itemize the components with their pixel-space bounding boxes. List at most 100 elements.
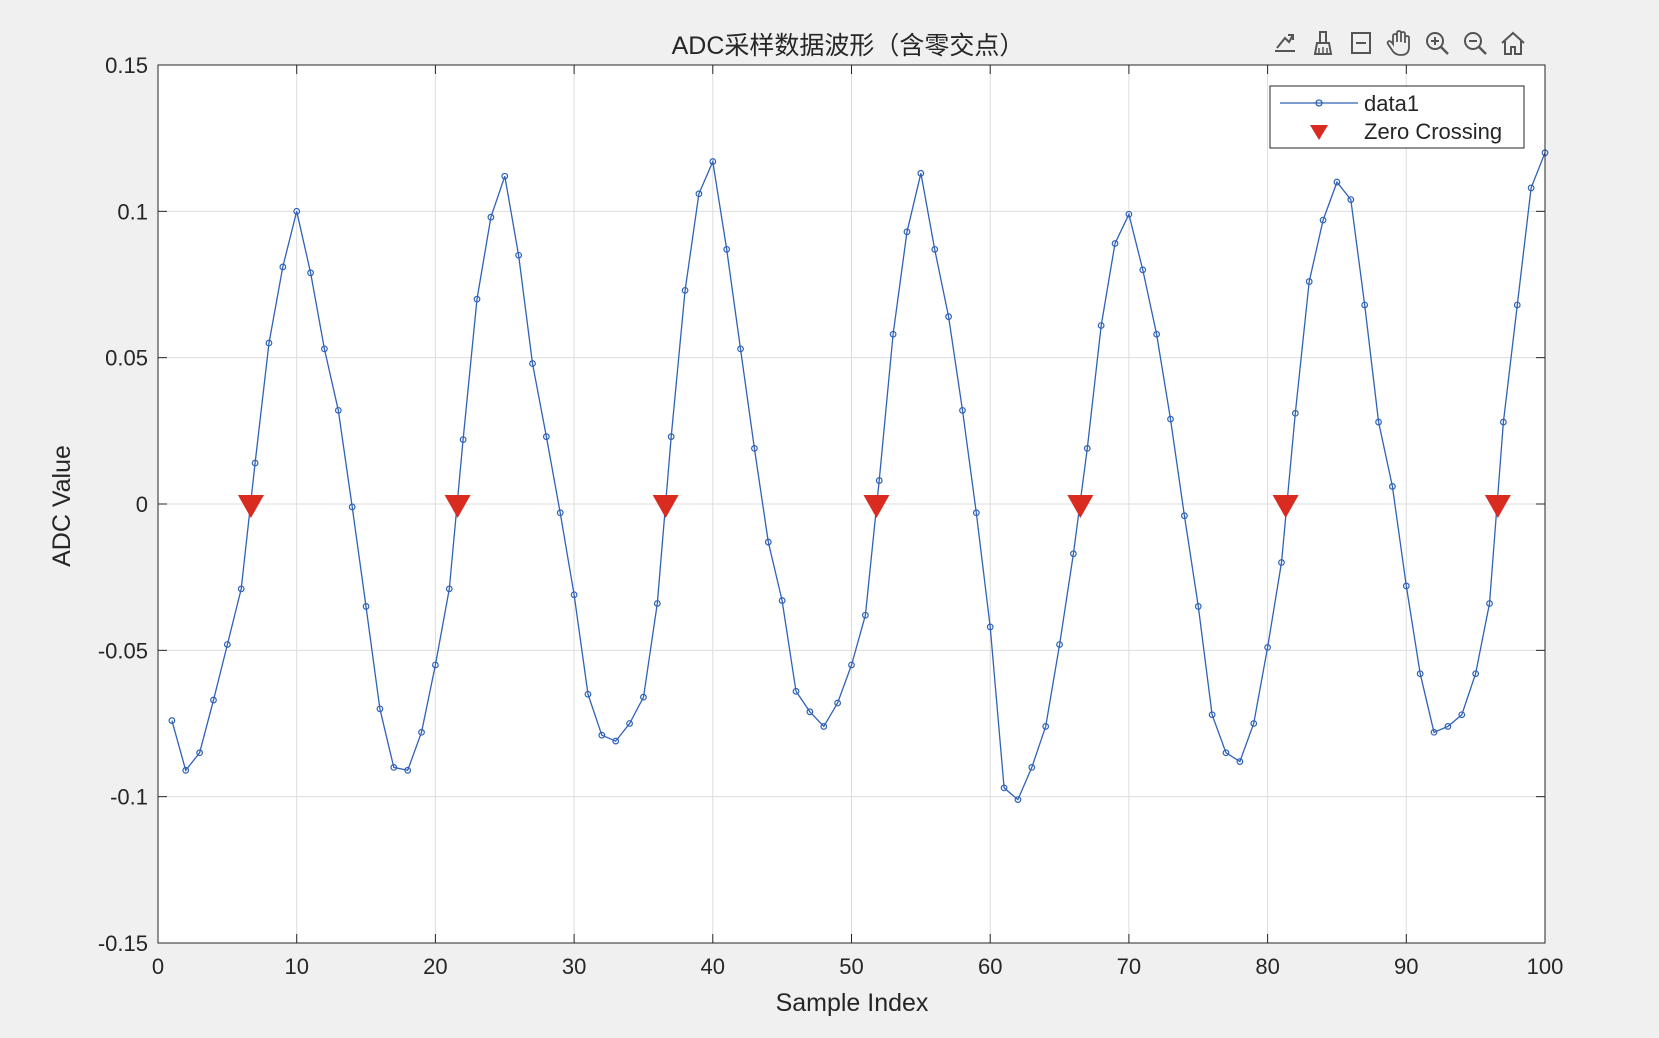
data-point <box>917 169 925 177</box>
data-point <box>501 172 509 180</box>
data-point <box>1416 670 1424 678</box>
data-point <box>445 585 453 593</box>
data-point <box>972 509 980 517</box>
data-point <box>875 477 883 484</box>
export-button[interactable] <box>1268 26 1302 60</box>
x-tick-label: 80 <box>1255 954 1279 979</box>
zero-crossing-marker <box>1272 495 1299 518</box>
data-point <box>1236 758 1244 765</box>
data-point <box>168 717 176 724</box>
data-point <box>598 731 606 739</box>
data-point <box>1278 559 1285 566</box>
legend-label-data1: data1 <box>1364 91 1419 116</box>
data-point <box>1028 764 1036 771</box>
data-point <box>1527 184 1535 192</box>
data-point <box>1097 322 1105 329</box>
legend[interactable]: data1 Zero Crossing <box>1269 85 1525 149</box>
data-point <box>986 623 994 631</box>
data-point <box>1222 749 1230 757</box>
data-point <box>459 436 467 444</box>
home-button[interactable] <box>1496 26 1530 60</box>
series-data1-line <box>171 152 1546 801</box>
data-point <box>681 286 689 294</box>
pan-button[interactable] <box>1382 26 1416 60</box>
data-point <box>542 433 550 441</box>
x-tick-label: 50 <box>839 954 863 979</box>
data-point <box>1444 723 1452 730</box>
data-point <box>820 723 828 730</box>
data-point <box>1167 415 1174 423</box>
data-point <box>1499 418 1507 426</box>
export-icon <box>1275 34 1295 52</box>
data-point <box>210 696 217 704</box>
data-point <box>556 509 564 517</box>
data-point <box>293 207 301 215</box>
y-tick-label: -0.15 <box>98 931 148 956</box>
data-point <box>1208 711 1216 719</box>
data-point <box>390 764 398 771</box>
x-tick-label: 30 <box>562 954 586 979</box>
data-point <box>945 313 952 321</box>
data-point <box>626 720 633 727</box>
data-point <box>792 687 800 695</box>
data-point <box>196 749 204 757</box>
data-point <box>806 708 814 716</box>
data-point <box>265 339 273 347</box>
zero-crossing-marker <box>652 495 679 518</box>
data-point <box>1083 444 1091 452</box>
zero-crossing-marker <box>237 495 264 518</box>
data-point <box>1486 600 1493 607</box>
data-point <box>667 433 675 441</box>
x-tick-label: 90 <box>1394 954 1418 979</box>
x-tick-label: 100 <box>1527 954 1564 979</box>
datatip-icon <box>1351 32 1371 54</box>
x-tick-label: 60 <box>978 954 1002 979</box>
data-point <box>695 190 703 198</box>
data-point <box>861 611 869 619</box>
data-point <box>1000 784 1008 792</box>
data-point <box>903 228 911 236</box>
data-point <box>1264 644 1271 651</box>
datatip-button[interactable] <box>1344 26 1378 60</box>
data-point <box>529 360 536 367</box>
x-tick-label: 70 <box>1117 954 1141 979</box>
data-point <box>931 245 939 253</box>
legend-box <box>1269 85 1525 149</box>
zoom-in-button[interactable] <box>1420 26 1454 60</box>
data-point <box>334 406 342 414</box>
data-point <box>640 693 647 701</box>
data-point <box>1389 483 1396 490</box>
data-point <box>848 661 855 669</box>
data-point <box>1139 266 1147 274</box>
data-point <box>321 345 328 353</box>
data-point <box>1458 711 1466 719</box>
data-point <box>473 295 481 303</box>
data-point <box>418 728 425 736</box>
x-tick-label: 40 <box>701 954 725 979</box>
data-point <box>1056 641 1063 648</box>
brush-button[interactable] <box>1306 26 1340 60</box>
y-axis-label: ADC Value <box>48 445 76 567</box>
data-point <box>778 597 786 604</box>
legend-label-zero-crossing: Zero Crossing <box>1364 119 1502 144</box>
data-point <box>376 705 384 713</box>
data-point <box>1305 278 1313 285</box>
data-point <box>1042 723 1050 730</box>
data-point <box>1347 196 1355 204</box>
y-tick-label: 0.05 <box>105 346 148 371</box>
y-tick-label: -0.1 <box>110 785 148 810</box>
x-axis: 0 10 20 30 40 50 60 70 80 90 100 <box>152 65 1563 979</box>
data-point <box>1111 240 1119 247</box>
data-point <box>1430 728 1438 736</box>
data-point <box>1472 670 1480 678</box>
data-point <box>1014 796 1022 803</box>
zoom-out-button[interactable] <box>1458 26 1492 60</box>
data-point <box>570 591 578 599</box>
legend-marker-data1 <box>1315 99 1323 107</box>
data-point <box>1333 178 1341 186</box>
x-axis-label: Sample Index <box>776 989 929 1017</box>
data-point <box>1361 301 1369 309</box>
data-point <box>764 538 772 546</box>
